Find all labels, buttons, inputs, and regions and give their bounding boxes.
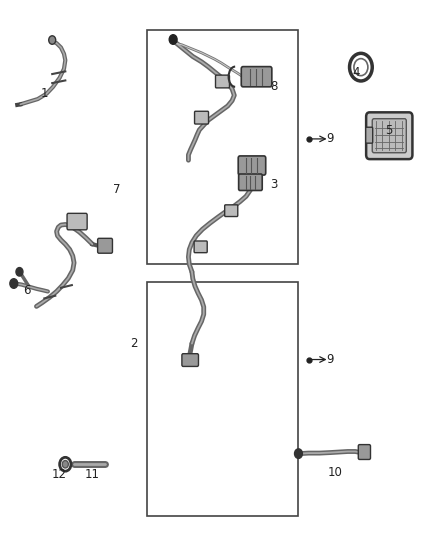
Text: 3: 3	[270, 177, 277, 191]
FancyBboxPatch shape	[215, 75, 230, 88]
Text: 11: 11	[85, 469, 100, 481]
Text: 4: 4	[353, 66, 360, 79]
Text: 10: 10	[327, 466, 342, 479]
FancyBboxPatch shape	[67, 213, 87, 230]
Circle shape	[350, 53, 372, 81]
Circle shape	[294, 449, 302, 458]
Text: 6: 6	[23, 284, 31, 297]
FancyBboxPatch shape	[194, 111, 208, 124]
Circle shape	[169, 35, 177, 44]
Circle shape	[49, 36, 56, 44]
Text: 8: 8	[270, 80, 277, 93]
FancyBboxPatch shape	[372, 119, 406, 153]
Circle shape	[60, 457, 71, 471]
Text: 9: 9	[327, 353, 334, 366]
FancyBboxPatch shape	[358, 445, 371, 459]
FancyBboxPatch shape	[182, 354, 198, 367]
Bar	[147, 282, 297, 516]
FancyBboxPatch shape	[238, 156, 266, 175]
FancyBboxPatch shape	[241, 67, 272, 87]
Circle shape	[10, 279, 18, 288]
Circle shape	[16, 268, 23, 276]
FancyBboxPatch shape	[366, 127, 373, 143]
Circle shape	[354, 59, 368, 76]
Text: 2: 2	[130, 337, 138, 350]
Text: 5: 5	[385, 124, 393, 138]
Text: 12: 12	[52, 469, 67, 481]
FancyBboxPatch shape	[366, 112, 413, 159]
FancyBboxPatch shape	[225, 205, 238, 216]
Circle shape	[62, 461, 68, 468]
Text: 9: 9	[327, 132, 334, 146]
Bar	[147, 30, 297, 264]
FancyBboxPatch shape	[98, 238, 113, 253]
FancyBboxPatch shape	[239, 174, 262, 190]
FancyBboxPatch shape	[194, 241, 207, 253]
Text: 7: 7	[113, 183, 120, 196]
Text: 1: 1	[41, 87, 48, 100]
